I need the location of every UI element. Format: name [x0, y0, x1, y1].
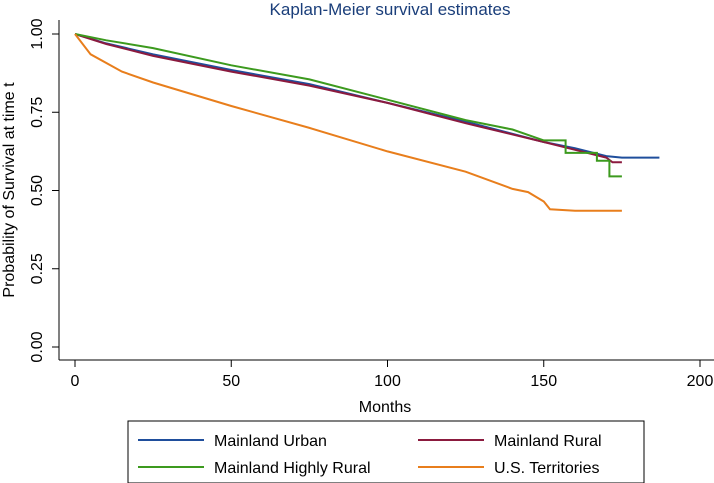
x-tick-label: 150 [530, 373, 557, 390]
y-tick-label: 0.75 [29, 97, 46, 128]
y-tick-label: 0.00 [29, 331, 46, 362]
y-axis-label: Probability of Survival at time t [1, 82, 18, 298]
legend-label: Mainland Rural [494, 433, 602, 450]
series-line-2 [74, 33, 622, 178]
legend-box [127, 420, 645, 483]
legend-label: U.S. Territories [494, 460, 600, 477]
x-tick-label: 50 [222, 373, 240, 390]
x-axis-label: Months [359, 399, 411, 416]
y-tick-label: 0.25 [29, 253, 46, 284]
y-tick-label: 0.50 [29, 175, 46, 206]
series-line-1 [74, 33, 622, 164]
y-tick-label: 1.00 [29, 18, 46, 49]
chart-title: Kaplan-Meier survival estimates [270, 0, 511, 19]
series-line-3 [74, 33, 622, 212]
y-ticks: 0.00 0.25 0.50 0.75 1.00 [29, 18, 59, 363]
x-tick-label: 0 [71, 373, 80, 390]
legend-label: Mainland Highly Rural [214, 460, 371, 477]
series-line-0 [74, 33, 660, 159]
x-tick-label: 100 [374, 373, 401, 390]
x-ticks: 0 50 100 150 200 [71, 360, 714, 390]
legend: Mainland Urban Mainland Rural Mainland Hig… [127, 420, 645, 483]
x-tick-label: 200 [687, 373, 714, 390]
series-group [74, 33, 660, 212]
legend-label: Mainland Urban [214, 433, 327, 450]
